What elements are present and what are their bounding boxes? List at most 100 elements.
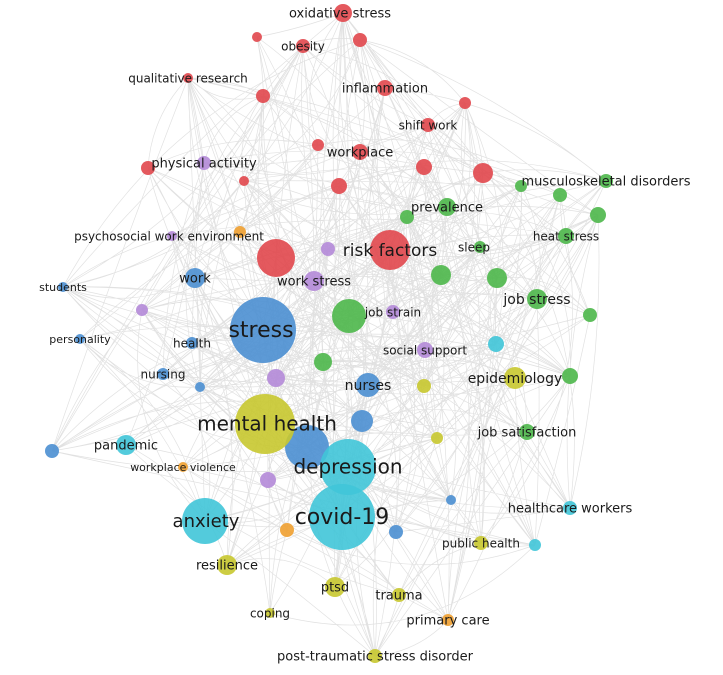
node-label: job satisfaction bbox=[477, 426, 577, 441]
node-label: job strain bbox=[364, 306, 421, 320]
node bbox=[45, 444, 59, 458]
node bbox=[558, 228, 574, 244]
node bbox=[421, 118, 435, 132]
node bbox=[389, 525, 403, 539]
node bbox=[515, 180, 527, 192]
node bbox=[141, 161, 155, 175]
node bbox=[320, 439, 376, 495]
node-label: public health bbox=[442, 537, 520, 551]
edge-bundle bbox=[51, 12, 607, 657]
node bbox=[488, 336, 504, 352]
node bbox=[116, 435, 136, 455]
edges bbox=[51, 12, 607, 657]
node bbox=[257, 239, 295, 277]
node bbox=[353, 33, 367, 47]
node-label: oxidative stress bbox=[289, 7, 391, 22]
node-label: personality bbox=[49, 333, 111, 346]
node bbox=[400, 210, 414, 224]
node-label: epidemiology bbox=[468, 371, 563, 387]
node bbox=[321, 242, 335, 256]
node bbox=[157, 368, 169, 380]
node bbox=[167, 231, 177, 241]
node bbox=[309, 484, 375, 550]
node-label: workplace bbox=[327, 146, 393, 161]
node bbox=[183, 73, 193, 83]
node bbox=[312, 139, 324, 151]
node bbox=[563, 501, 577, 515]
node-label: workplace violence bbox=[130, 461, 236, 474]
node bbox=[553, 188, 567, 202]
node-label: healthcare workers bbox=[508, 502, 633, 517]
node bbox=[260, 472, 276, 488]
node-label: ptsd bbox=[321, 581, 349, 596]
node-label: shift work bbox=[399, 119, 458, 133]
node-label: resilience bbox=[196, 559, 258, 574]
node-label: job stress bbox=[502, 292, 570, 308]
node-label: stress bbox=[228, 318, 293, 343]
node bbox=[442, 614, 454, 626]
node-label: psychosocial work environment bbox=[74, 230, 264, 244]
node bbox=[331, 178, 347, 194]
node bbox=[265, 608, 275, 618]
node bbox=[230, 297, 296, 363]
node-label: health bbox=[173, 337, 211, 351]
node bbox=[332, 299, 366, 333]
node-label: social support bbox=[383, 344, 467, 358]
node-label: students bbox=[39, 281, 87, 294]
node bbox=[252, 32, 262, 42]
node bbox=[351, 410, 373, 432]
node-label: musculoskeletal disorders bbox=[522, 175, 691, 190]
node bbox=[136, 304, 148, 316]
node bbox=[438, 198, 456, 216]
node bbox=[386, 305, 400, 319]
node-label: obesity bbox=[281, 40, 325, 54]
node-label: prevalence bbox=[411, 201, 483, 216]
node-label: anxiety bbox=[173, 511, 240, 532]
node bbox=[590, 207, 606, 223]
node-label: nurses bbox=[345, 378, 392, 394]
node-label: covid-19 bbox=[295, 505, 390, 530]
node bbox=[519, 424, 535, 440]
node bbox=[583, 308, 597, 322]
node bbox=[473, 163, 493, 183]
node-label: mental health bbox=[197, 412, 337, 436]
node-label: inflammation bbox=[342, 82, 428, 97]
node-label: depression bbox=[293, 455, 402, 479]
node-label: heat stress bbox=[533, 230, 599, 244]
node-label: pandemic bbox=[94, 439, 158, 454]
node bbox=[256, 89, 270, 103]
node bbox=[267, 369, 285, 387]
node bbox=[314, 353, 332, 371]
node-label: risk factors bbox=[343, 241, 438, 261]
node-label: coping bbox=[250, 607, 290, 621]
node bbox=[459, 97, 471, 109]
node bbox=[304, 271, 324, 291]
node bbox=[562, 368, 578, 384]
node bbox=[377, 80, 393, 96]
node bbox=[234, 226, 246, 238]
node bbox=[182, 498, 228, 544]
node bbox=[334, 4, 352, 22]
nodes bbox=[45, 4, 613, 663]
node bbox=[527, 289, 547, 309]
node bbox=[417, 342, 433, 358]
node-label: work stress bbox=[277, 275, 351, 290]
node bbox=[75, 334, 85, 344]
node bbox=[431, 432, 443, 444]
node bbox=[599, 174, 613, 188]
node bbox=[296, 39, 310, 53]
node bbox=[217, 555, 237, 575]
node bbox=[416, 159, 432, 175]
node bbox=[352, 144, 368, 160]
node bbox=[370, 230, 410, 270]
node bbox=[195, 382, 205, 392]
labels: oxidative stress obesity qualitative resea… bbox=[39, 7, 691, 665]
node bbox=[178, 462, 188, 472]
node bbox=[474, 241, 486, 253]
node bbox=[368, 649, 382, 663]
node bbox=[325, 577, 345, 597]
node-label: nursing bbox=[141, 368, 186, 382]
node bbox=[529, 539, 541, 551]
node bbox=[504, 367, 526, 389]
